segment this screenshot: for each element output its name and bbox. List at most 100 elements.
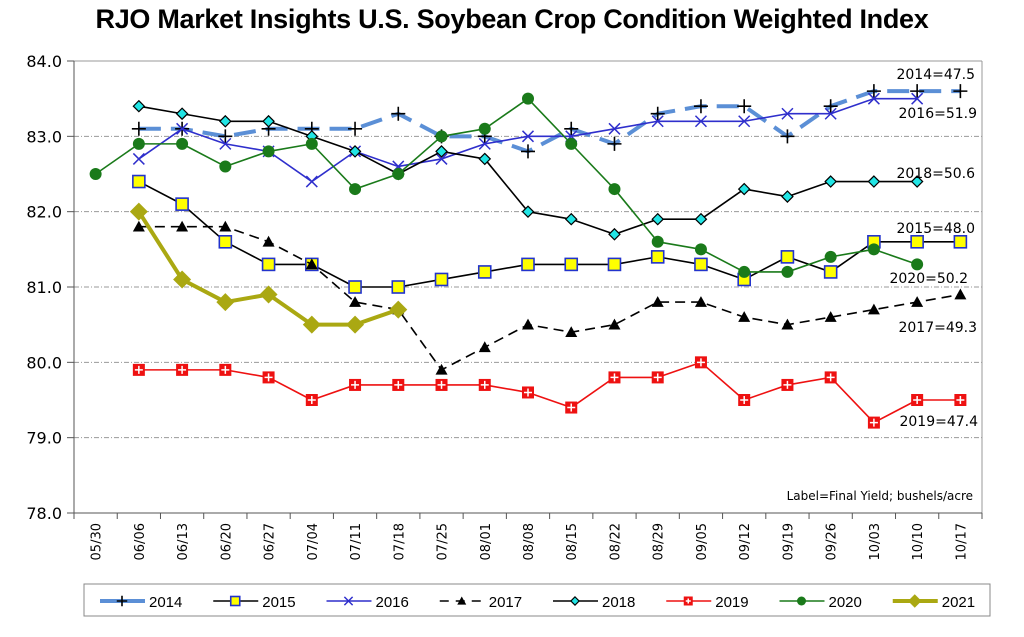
data-point-marker bbox=[694, 243, 707, 256]
plus-marker bbox=[521, 144, 535, 159]
data-point-marker bbox=[261, 257, 276, 272]
series-2020 bbox=[89, 92, 924, 278]
y-tick-label: 81.0 bbox=[26, 278, 62, 297]
plus-marker bbox=[953, 84, 968, 99]
x-tick-label: 07/18 bbox=[392, 523, 407, 560]
triangle-marker bbox=[738, 311, 751, 322]
x-tick-label: 08/22 bbox=[608, 523, 623, 560]
diamond-marker bbox=[262, 114, 275, 128]
data-point-marker bbox=[348, 145, 362, 158]
x-tick-label: 06/27 bbox=[263, 523, 278, 560]
triangle-marker bbox=[219, 220, 232, 232]
series-line bbox=[138, 361, 961, 424]
plus-marker bbox=[910, 84, 925, 99]
data-point-marker bbox=[693, 99, 708, 114]
square-marker bbox=[910, 235, 924, 249]
x-tick-label: 09/19 bbox=[781, 523, 796, 560]
data-point-marker bbox=[694, 356, 707, 369]
x-tick-label: 10/17 bbox=[954, 523, 969, 560]
data-point-marker bbox=[911, 296, 924, 307]
data-point-marker bbox=[564, 212, 578, 226]
circle-marker bbox=[219, 160, 232, 173]
data-point-marker bbox=[564, 257, 579, 272]
square-marker bbox=[218, 235, 233, 249]
data-point-marker bbox=[650, 106, 665, 121]
square-marker bbox=[521, 257, 535, 272]
square-marker bbox=[780, 250, 795, 264]
cross-mark bbox=[956, 396, 965, 404]
cross-mark bbox=[696, 358, 705, 367]
circle-marker bbox=[89, 168, 102, 180]
y-tick-label: 80.0 bbox=[26, 353, 62, 372]
data-point-marker bbox=[116, 595, 128, 607]
data-point-marker bbox=[478, 137, 491, 150]
square-marker bbox=[607, 257, 622, 272]
data-point-marker bbox=[797, 596, 806, 606]
triangle-marker bbox=[824, 311, 837, 322]
data-point-marker bbox=[607, 136, 622, 151]
cross-mark bbox=[567, 403, 576, 412]
diamond-marker bbox=[348, 145, 362, 158]
x-marker bbox=[911, 92, 924, 105]
cross-mark bbox=[783, 380, 792, 389]
data-point-marker bbox=[259, 285, 278, 304]
data-point-marker bbox=[435, 378, 448, 391]
diamond-marker bbox=[346, 315, 365, 334]
diamond-marker bbox=[389, 300, 408, 319]
circle-marker bbox=[911, 258, 924, 271]
x-marker bbox=[478, 137, 491, 150]
square-marker bbox=[477, 265, 492, 279]
cross-mark bbox=[394, 380, 403, 389]
legend-label: 2014 bbox=[149, 594, 182, 611]
square-marker bbox=[175, 197, 189, 211]
data-point-marker bbox=[867, 416, 880, 429]
data-point-marker bbox=[391, 280, 406, 294]
plus-marker bbox=[564, 121, 579, 136]
data-point-marker bbox=[694, 212, 708, 226]
data-point-marker bbox=[824, 250, 837, 263]
legend-item-2014: 2014 bbox=[100, 594, 182, 611]
data-point-marker bbox=[434, 272, 449, 287]
triangle-marker bbox=[867, 303, 880, 315]
data-point-marker bbox=[229, 595, 241, 607]
x-marker bbox=[435, 152, 448, 165]
chart-title: RJO Market Insights U.S. Soybean Crop Co… bbox=[95, 4, 929, 34]
data-point-marker bbox=[651, 212, 665, 226]
diamond-marker bbox=[218, 114, 232, 128]
data-point-marker bbox=[175, 107, 189, 121]
x-marker bbox=[176, 122, 189, 135]
data-point-marker bbox=[521, 144, 535, 159]
plus-marker bbox=[693, 99, 708, 114]
x-marker bbox=[694, 115, 707, 128]
legend-item-2019: 2019 bbox=[666, 594, 749, 611]
diamond-marker bbox=[175, 107, 189, 121]
data-point-marker bbox=[570, 596, 580, 606]
data-point-marker bbox=[132, 99, 146, 113]
data-point-marker bbox=[521, 205, 535, 219]
x-marker bbox=[738, 115, 751, 128]
circle-marker bbox=[262, 145, 275, 158]
x-tick-label: 05/30 bbox=[90, 523, 105, 560]
circle-marker bbox=[132, 137, 145, 150]
data-point-marker bbox=[608, 227, 621, 241]
data-point-marker bbox=[478, 152, 492, 166]
y-tick-label: 82.0 bbox=[26, 203, 62, 222]
diamond-marker bbox=[564, 212, 578, 226]
circle-marker bbox=[349, 183, 362, 196]
data-point-marker bbox=[780, 250, 795, 264]
data-point-marker bbox=[738, 115, 751, 128]
plus-marker bbox=[607, 136, 622, 151]
data-point-marker bbox=[218, 129, 233, 144]
legend-item-2021: 2021 bbox=[892, 594, 975, 611]
series-label-2020: 2020=50.2 bbox=[889, 271, 968, 287]
data-point-marker bbox=[867, 175, 881, 188]
data-point-marker bbox=[305, 394, 318, 406]
y-tick-label: 84.0 bbox=[26, 52, 62, 71]
triangle-marker bbox=[781, 318, 794, 330]
cross-mark bbox=[264, 373, 273, 382]
data-point-marker bbox=[477, 265, 492, 279]
x-marker bbox=[305, 175, 318, 188]
x-tick-label: 06/13 bbox=[176, 523, 191, 560]
data-point-marker bbox=[305, 137, 318, 150]
legend-label: 2016 bbox=[376, 594, 409, 611]
